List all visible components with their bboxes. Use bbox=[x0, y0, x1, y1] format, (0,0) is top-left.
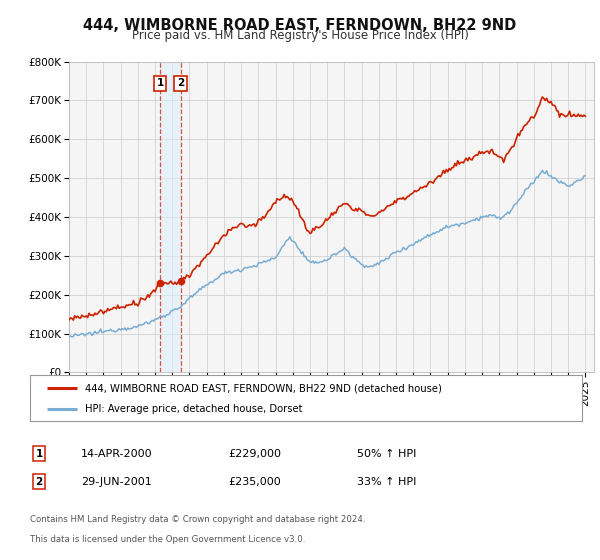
Bar bbox=[160, 62, 181, 372]
Text: 50% ↑ HPI: 50% ↑ HPI bbox=[357, 449, 416, 459]
Text: This data is licensed under the Open Government Licence v3.0.: This data is licensed under the Open Gov… bbox=[30, 535, 305, 544]
Text: 33% ↑ HPI: 33% ↑ HPI bbox=[357, 477, 416, 487]
Text: £235,000: £235,000 bbox=[228, 477, 281, 487]
Text: 444, WIMBORNE ROAD EAST, FERNDOWN, BH22 9ND (detached house): 444, WIMBORNE ROAD EAST, FERNDOWN, BH22 … bbox=[85, 383, 442, 393]
Text: 14-APR-2000: 14-APR-2000 bbox=[81, 449, 152, 459]
Text: 1: 1 bbox=[157, 78, 164, 88]
Text: 444, WIMBORNE ROAD EAST, FERNDOWN, BH22 9ND: 444, WIMBORNE ROAD EAST, FERNDOWN, BH22 … bbox=[83, 18, 517, 33]
Text: Price paid vs. HM Land Registry's House Price Index (HPI): Price paid vs. HM Land Registry's House … bbox=[131, 29, 469, 42]
Text: 2: 2 bbox=[35, 477, 43, 487]
Text: Contains HM Land Registry data © Crown copyright and database right 2024.: Contains HM Land Registry data © Crown c… bbox=[30, 515, 365, 524]
Text: 29-JUN-2001: 29-JUN-2001 bbox=[81, 477, 152, 487]
Text: 1: 1 bbox=[35, 449, 43, 459]
Text: HPI: Average price, detached house, Dorset: HPI: Average price, detached house, Dors… bbox=[85, 404, 303, 414]
Text: 2: 2 bbox=[177, 78, 184, 88]
Text: £229,000: £229,000 bbox=[228, 449, 281, 459]
